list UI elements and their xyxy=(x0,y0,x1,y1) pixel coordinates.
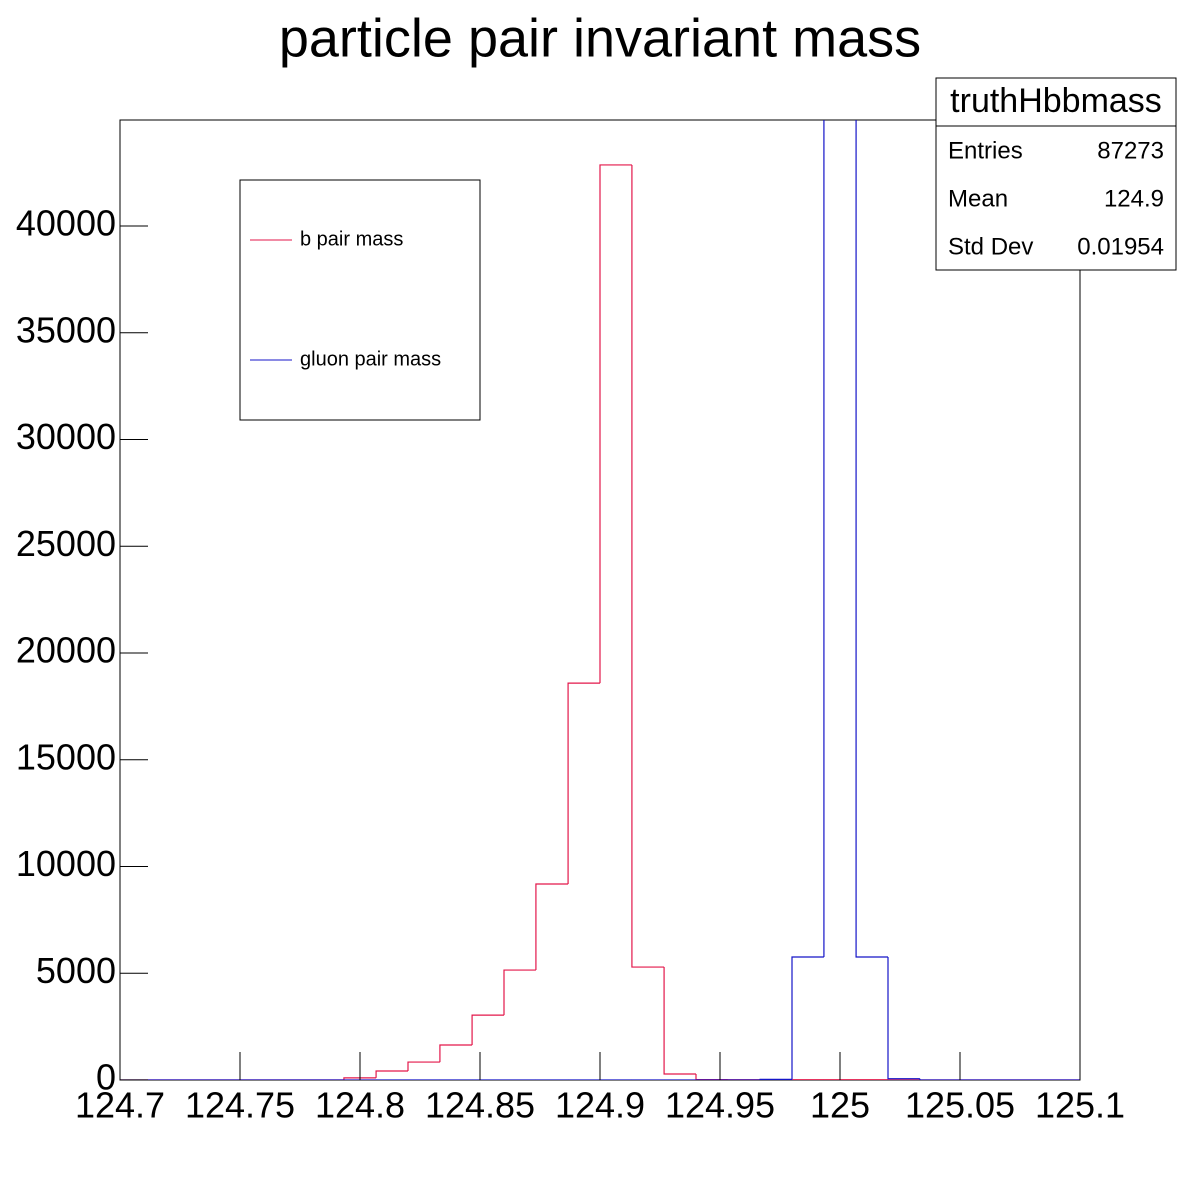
y-tick-label: 25000 xyxy=(16,523,116,564)
y-tick-label: 5000 xyxy=(36,950,116,991)
y-tick-label: 35000 xyxy=(16,309,116,350)
x-tick-label: 125.05 xyxy=(905,1085,1015,1126)
histogram-bin xyxy=(599,164,632,684)
stats-value: 0.01954 xyxy=(1077,233,1164,260)
histogram-bin xyxy=(375,1070,408,1078)
histogram-bin xyxy=(471,1014,504,1045)
stats-frame xyxy=(935,77,1177,271)
y-tick-label: 40000 xyxy=(16,203,116,244)
histogram-bin xyxy=(503,969,536,1016)
y-tick-label: 15000 xyxy=(16,736,116,777)
x-tick-label: 124.85 xyxy=(425,1085,535,1126)
x-tick-label: 125.1 xyxy=(1035,1085,1125,1126)
x-tick-label: 124.95 xyxy=(665,1085,775,1126)
histogram-bin xyxy=(535,883,569,971)
histogram-bin xyxy=(855,120,888,958)
histogram-bin xyxy=(695,1074,728,1080)
histogram-bin xyxy=(631,164,665,968)
legend-box xyxy=(239,179,481,421)
y-tick-label: 30000 xyxy=(16,416,116,457)
histogram-bin xyxy=(823,120,825,958)
legend-label: b pair mass xyxy=(300,228,403,250)
y-tick-label: 0 xyxy=(96,1057,116,1098)
x-tick-label: 124.8 xyxy=(315,1085,405,1126)
histogram-bin xyxy=(343,1077,377,1080)
x-tick-label: 124.75 xyxy=(185,1085,295,1126)
histogram-bin xyxy=(567,682,600,885)
histogram-bin xyxy=(759,1078,792,1080)
axes: 0 5000 10000 15000 20000 25000 30000 35000 40000… xyxy=(16,203,1125,1126)
legend: b pair mass gluon pair mass xyxy=(239,179,481,421)
y-tick-label: 10000 xyxy=(16,843,116,884)
stats-value: 124.9 xyxy=(1104,185,1164,212)
stats-key: Std Dev xyxy=(948,233,1033,260)
stats-title: truthHbbmass xyxy=(950,82,1162,120)
chart-title: particle pair invariant mass xyxy=(279,8,921,68)
legend-label: gluon pair mass xyxy=(300,348,441,370)
histogram-area xyxy=(120,120,1080,1080)
x-tick-label: 125 xyxy=(810,1085,870,1126)
histogram-bin xyxy=(919,1078,953,1080)
stats-value: 87273 xyxy=(1097,137,1164,164)
histogram-bin xyxy=(439,1044,473,1063)
stats-key: Mean xyxy=(948,185,1008,212)
histogram-bin xyxy=(663,967,696,1075)
histogram-bin xyxy=(407,1061,440,1072)
y-tick-label: 20000 xyxy=(16,630,116,671)
x-tick-label: 124.9 xyxy=(555,1085,645,1126)
histogram-bin xyxy=(887,957,920,1080)
x-tick-label: 124.7 xyxy=(75,1085,165,1126)
stats-key: Entries xyxy=(948,137,1023,164)
histogram-bin xyxy=(791,956,824,1080)
stats-box: truthHbbmass Entries 87273 Mean 124.9 St… xyxy=(935,77,1177,271)
